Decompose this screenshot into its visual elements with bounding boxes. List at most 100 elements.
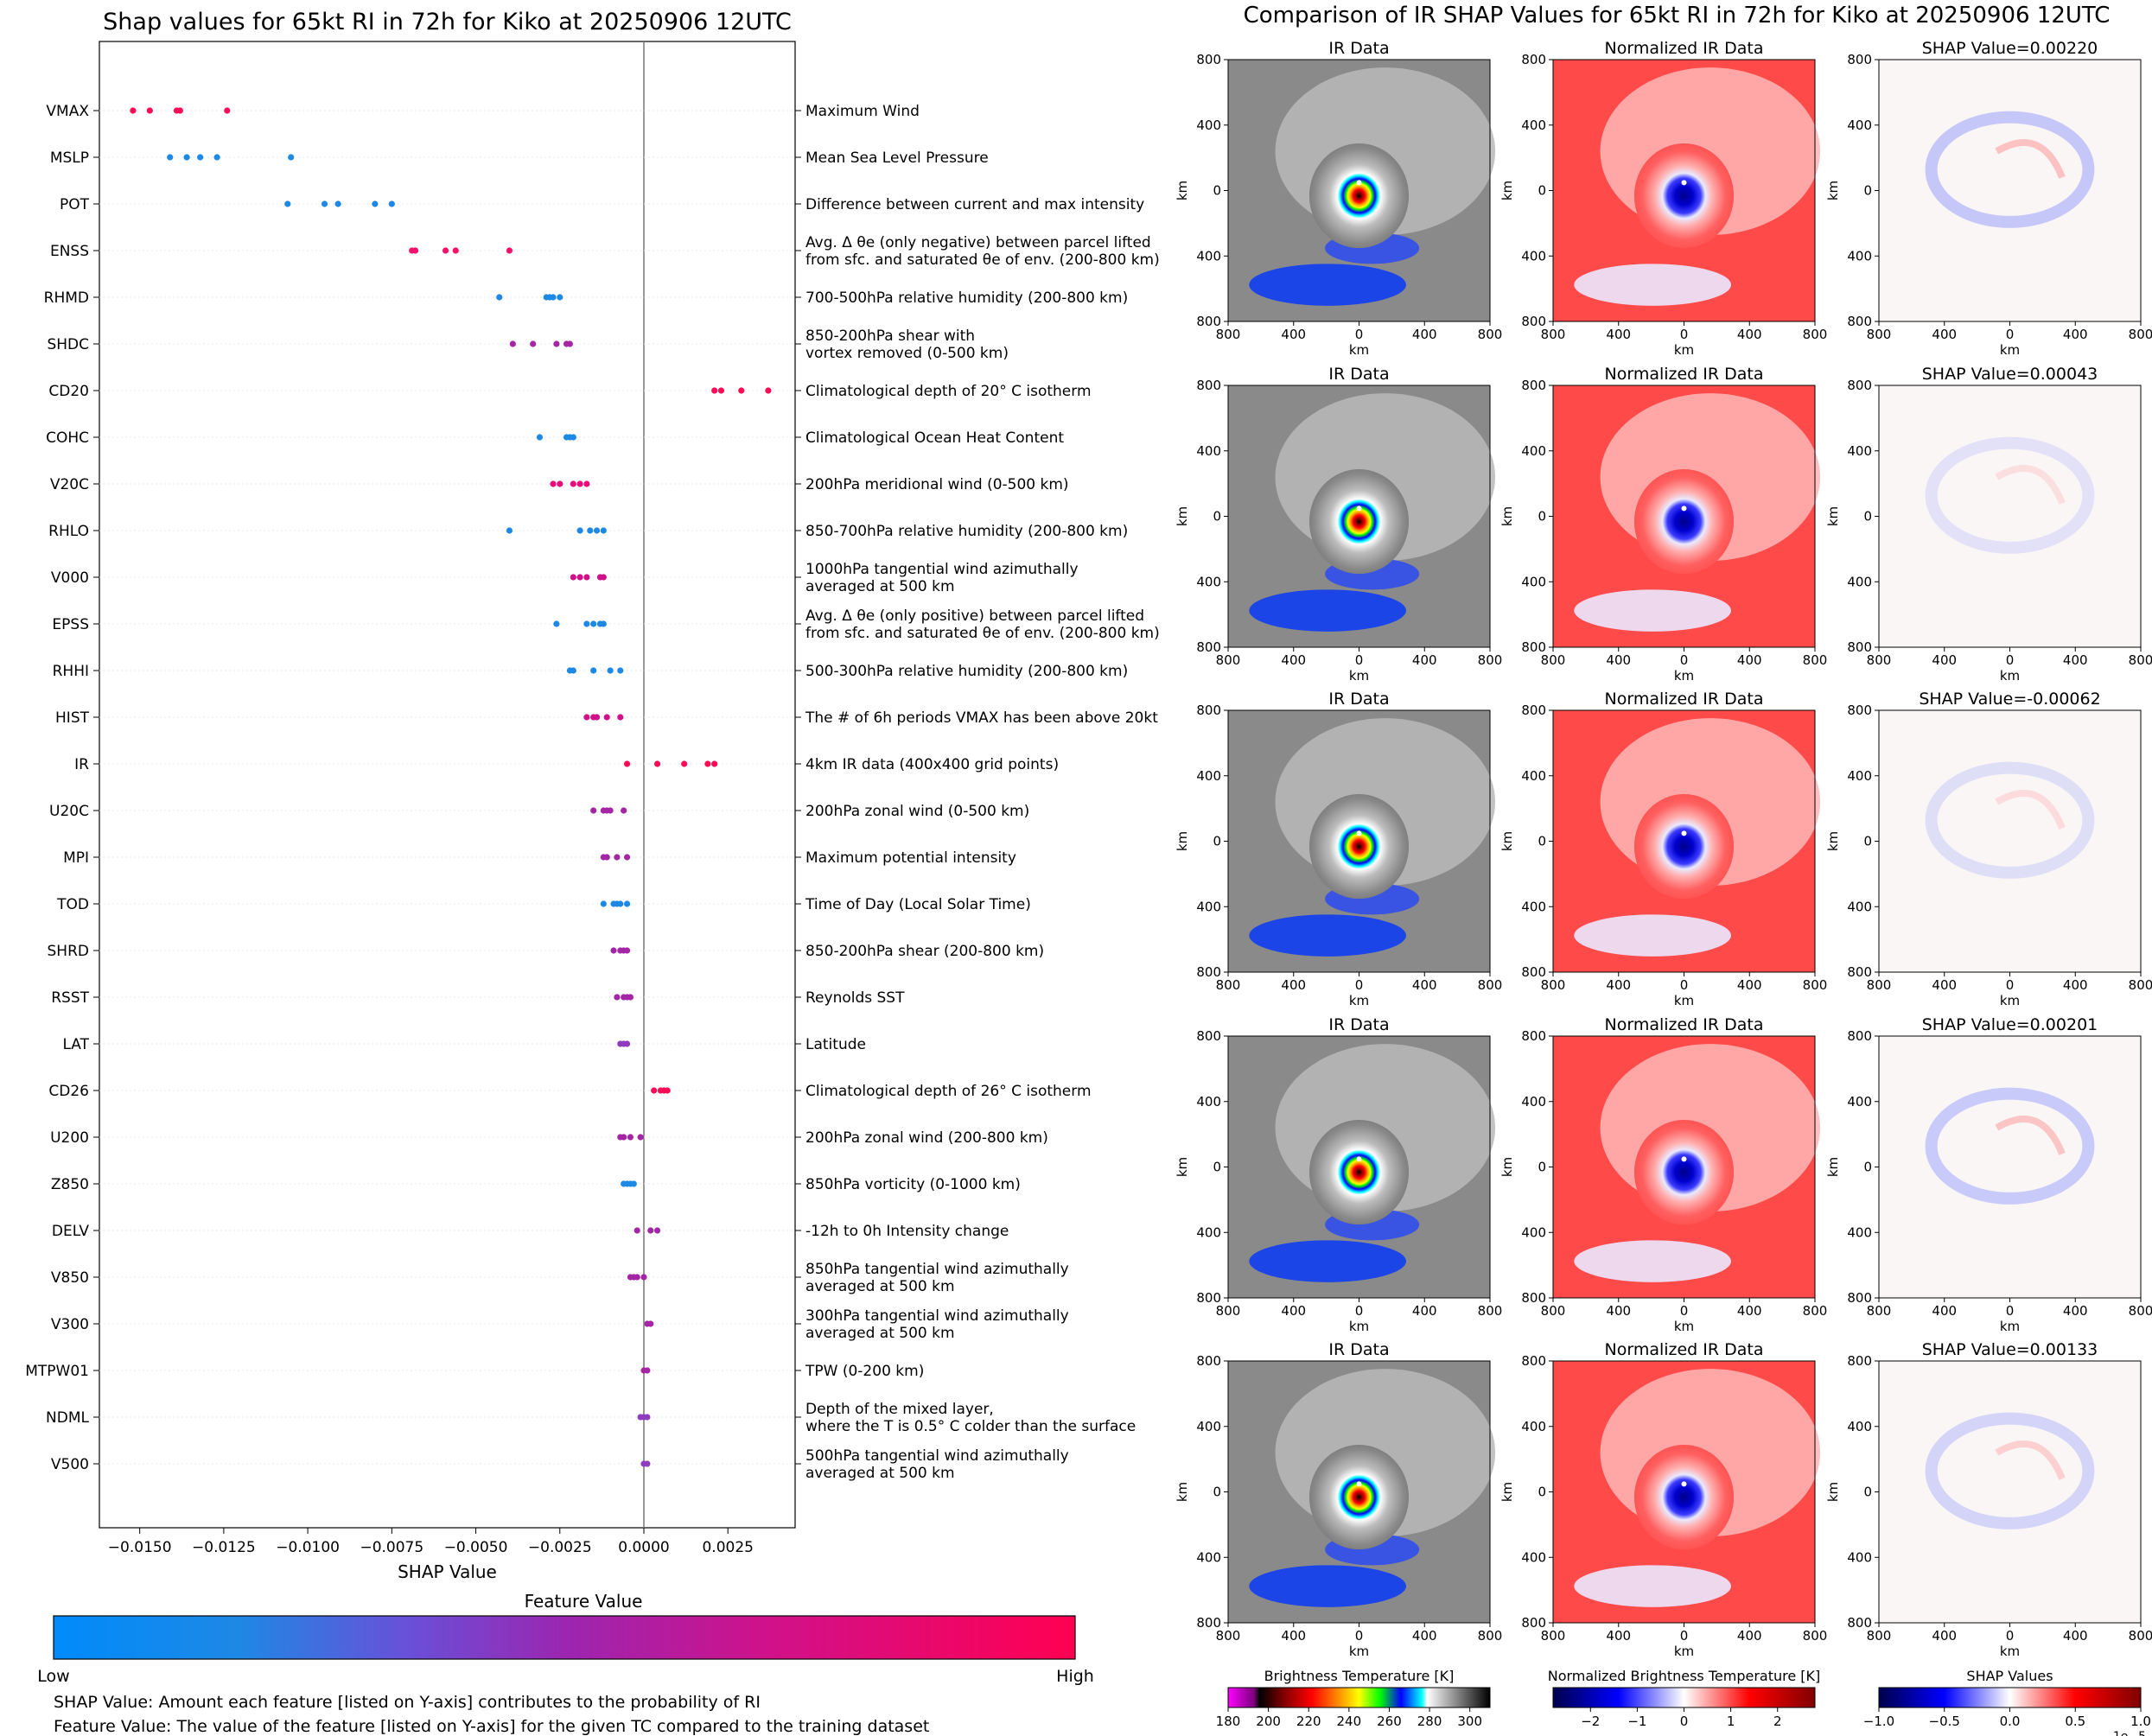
ir-panel-title-4: IR Data bbox=[1328, 1340, 1389, 1359]
point-ENSS-1 bbox=[411, 247, 419, 254]
feature-desc-SHRD: 850-200hPa shear (200-800 km) bbox=[805, 943, 1044, 960]
panel-xlabel-ir4: km bbox=[1349, 1644, 1369, 1659]
panel-ytick-label-s3-0: 800 bbox=[1847, 1028, 1872, 1044]
panel-xtick-label-s1-3: 400 bbox=[2063, 652, 2088, 668]
norm-rainband-south-n0 bbox=[1574, 264, 1732, 306]
point-MSLP-4 bbox=[288, 154, 295, 161]
panel-ytick-label-ir3-4: 800 bbox=[1196, 1290, 1221, 1306]
point-V850-3 bbox=[640, 1274, 647, 1281]
panel-xtick-label-s4-0: 800 bbox=[1867, 1628, 1892, 1644]
panel-ylabel-ir4: km bbox=[1175, 1482, 1190, 1502]
panel-ylabel-s1: km bbox=[1825, 506, 1841, 526]
colorbar-tick-label-2-4: 1.0 bbox=[2130, 1714, 2151, 1729]
xtick-label-3: −0.0075 bbox=[360, 1539, 423, 1556]
feature-colorbar-low: Low bbox=[37, 1667, 69, 1686]
panel-ytick-label-n2-2: 0 bbox=[1538, 834, 1546, 849]
colorbar-label-2: SHAP Values bbox=[1966, 1668, 2053, 1684]
panel-ytick-label-s2-2: 0 bbox=[1863, 834, 1872, 849]
panel-ylabel-n4: km bbox=[1499, 1482, 1515, 1502]
panel-ytick-label-ir0-2: 0 bbox=[1213, 183, 1221, 199]
feature-desc-RSST: Reynolds SST bbox=[805, 989, 905, 1007]
point-V500-1 bbox=[644, 1460, 651, 1467]
colorbar-label-0: Brightness Temperature [K] bbox=[1264, 1668, 1455, 1684]
feature-label-EPSS: EPSS bbox=[52, 616, 89, 633]
point-U20C-0 bbox=[590, 807, 597, 814]
shap-background-s2 bbox=[1879, 710, 2141, 972]
panel-xlabel-n2: km bbox=[1674, 993, 1694, 1008]
colorbar-tick-label-1-3: 1 bbox=[1727, 1714, 1735, 1729]
point-Z850-3 bbox=[630, 1180, 637, 1187]
feature-desc-V20C: 200hPa meridional wind (0-500 km) bbox=[805, 476, 1069, 493]
point-RSST-3 bbox=[627, 994, 634, 1001]
panel-ytick-label-n0-2: 0 bbox=[1538, 183, 1546, 199]
point-RHMD-3 bbox=[550, 294, 557, 301]
point-HIST-0 bbox=[583, 714, 590, 721]
xtick-label-1: −0.0125 bbox=[192, 1539, 256, 1556]
colorbar-tick-label-2-1: −0.5 bbox=[1929, 1714, 1960, 1729]
panel-ytick-label-ir1-1: 400 bbox=[1196, 443, 1221, 459]
norm-storm-core-n3 bbox=[1633, 1119, 1735, 1225]
shap-panel-title-4: SHAP Value=0.00133 bbox=[1922, 1340, 2098, 1359]
panel-xtick-label-ir2-4: 800 bbox=[1478, 977, 1503, 993]
point-RHLO-2 bbox=[587, 527, 594, 534]
panel-ytick-label-n0-4: 800 bbox=[1521, 314, 1546, 329]
point-MPI-2 bbox=[614, 854, 621, 861]
point-CD20-3 bbox=[765, 387, 772, 394]
feature-label-POT: POT bbox=[60, 196, 90, 213]
ir-rainband-south-ir4 bbox=[1249, 1565, 1407, 1607]
feature-desc-SHDC-l1: 850-200hPa shear with bbox=[805, 327, 975, 345]
point-EPSS-1 bbox=[583, 620, 590, 627]
point-TOD-0 bbox=[600, 900, 607, 907]
point-IR-4 bbox=[711, 760, 718, 767]
colorbar-tick-label-0-6: 300 bbox=[1457, 1714, 1482, 1729]
feature-desc-MSLP: Mean Sea Level Pressure bbox=[805, 149, 989, 167]
norm-eye-n4 bbox=[1681, 1481, 1687, 1487]
panel-xtick-label-s3-2: 0 bbox=[2006, 1303, 2015, 1319]
point-IR-0 bbox=[623, 760, 631, 767]
ir-panel-title-0: IR Data bbox=[1328, 39, 1389, 58]
panel-xtick-label-n2-2: 0 bbox=[1680, 977, 1689, 993]
point-VMAX-4 bbox=[224, 107, 231, 114]
panel-ytick-label-ir3-2: 0 bbox=[1213, 1160, 1221, 1175]
ir-storm-core-ir1 bbox=[1308, 468, 1410, 575]
shap-arc-pos-s3 bbox=[1995, 1116, 2066, 1155]
feature-label-V500: V500 bbox=[51, 1456, 89, 1473]
panel-xtick-label-s4-1: 400 bbox=[1932, 1628, 1957, 1644]
panel-xtick-label-ir3-0: 800 bbox=[1216, 1303, 1241, 1319]
point-CD20-1 bbox=[717, 387, 725, 394]
feature-desc-U200: 200hPa zonal wind (200-800 km) bbox=[805, 1129, 1048, 1147]
panel-ytick-label-ir0-1: 400 bbox=[1196, 118, 1221, 133]
panel-xtick-label-ir3-4: 800 bbox=[1478, 1303, 1503, 1319]
panel-ytick-label-s4-0: 800 bbox=[1847, 1353, 1872, 1369]
panel-xtick-label-ir3-2: 0 bbox=[1355, 1303, 1364, 1319]
panel-xtick-label-n1-4: 800 bbox=[1803, 652, 1828, 668]
xtick-label-4: −0.0050 bbox=[444, 1539, 508, 1556]
point-V000-2 bbox=[583, 574, 590, 581]
norm-eye-n3 bbox=[1681, 1156, 1687, 1162]
feature-desc-V000-l1: 1000hPa tangential wind azimuthally bbox=[805, 561, 1079, 578]
panel-ylabel-ir2: km bbox=[1175, 831, 1190, 851]
feature-desc-DELV: -12h to 0h Intensity change bbox=[805, 1223, 1009, 1240]
panel-xtick-label-n0-1: 400 bbox=[1606, 327, 1631, 342]
feature-desc-NDML-l1: Depth of the mixed layer, bbox=[805, 1401, 994, 1418]
feature-label-V20C: V20C bbox=[50, 476, 89, 493]
panel-xtick-label-ir3-1: 400 bbox=[1281, 1303, 1306, 1319]
point-RHLO-1 bbox=[576, 527, 583, 534]
panel-xtick-label-s1-2: 0 bbox=[2006, 652, 2015, 668]
shap-background-s3 bbox=[1879, 1036, 2141, 1298]
colorbar-gradient-1 bbox=[1552, 1687, 1816, 1708]
ir-storm-core-ir3 bbox=[1308, 1119, 1410, 1225]
panel-xtick-label-s2-2: 0 bbox=[2006, 977, 2015, 993]
ir-rainband-south-ir0 bbox=[1249, 264, 1407, 306]
panel-ylabel-s3: km bbox=[1825, 1157, 1841, 1177]
panel-xtick-label-s3-0: 800 bbox=[1867, 1303, 1892, 1319]
colorbar-tick-label-2-0: −1.0 bbox=[1863, 1714, 1894, 1729]
note-feature-value: Feature Value: The value of the feature … bbox=[54, 1717, 929, 1736]
panel-xtick-label-ir4-4: 800 bbox=[1478, 1628, 1503, 1644]
panel-xtick-label-ir0-2: 0 bbox=[1355, 327, 1364, 342]
point-TOD-3 bbox=[617, 900, 624, 907]
colorbar-tick-label-0-1: 200 bbox=[1256, 1714, 1281, 1729]
feature-desc-V850-l2: averaged at 500 km bbox=[805, 1278, 955, 1295]
panel-xtick-label-s0-0: 800 bbox=[1867, 327, 1892, 342]
